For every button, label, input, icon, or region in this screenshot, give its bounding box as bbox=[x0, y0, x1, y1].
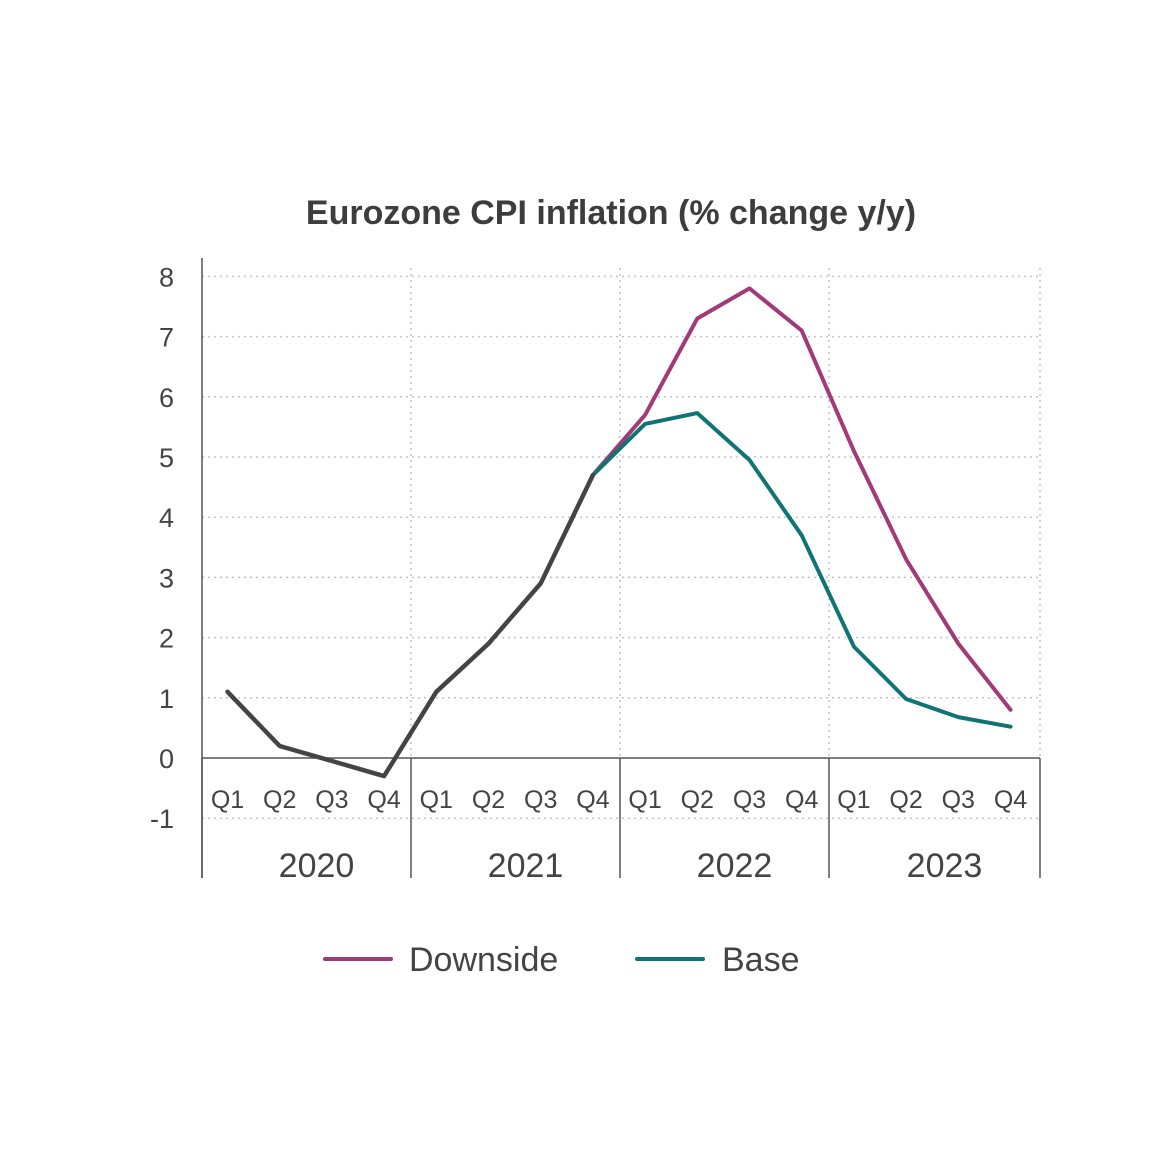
grid-lines bbox=[202, 268, 1041, 819]
y-tick-label: 2 bbox=[159, 624, 174, 654]
x-tick-label-quarter: Q2 bbox=[472, 786, 505, 814]
x-tick-label-quarter: Q4 bbox=[785, 786, 818, 814]
x-tick-label-year: 2022 bbox=[697, 847, 773, 885]
y-tick-labels: 8 7 6 5 4 3 2 1 0 -1 bbox=[150, 262, 174, 834]
y-tick-label: 6 bbox=[159, 383, 174, 413]
series-line-base bbox=[590, 411, 1013, 729]
x-tick-label-quarter: Q4 bbox=[367, 786, 400, 814]
series-line-downside bbox=[590, 286, 1013, 712]
x-tick-label-quarter: Q3 bbox=[942, 786, 975, 814]
x-tick-label-year: 2020 bbox=[279, 847, 355, 885]
chart-title: Eurozone CPI inflation (% change y/y) bbox=[306, 194, 916, 232]
legend-label-downside: Downside bbox=[409, 941, 558, 979]
x-tick-label-year: 2021 bbox=[488, 847, 564, 885]
series-lines bbox=[225, 286, 1013, 779]
y-tick-label: 7 bbox=[159, 323, 174, 353]
y-tick-label: 1 bbox=[159, 684, 174, 714]
y-tick-label: -1 bbox=[150, 804, 174, 834]
y-tick-label: 4 bbox=[159, 503, 174, 533]
x-tick-label-quarter: Q1 bbox=[837, 786, 870, 814]
x-tick-label-quarter: Q1 bbox=[420, 786, 453, 814]
x-tick-label-quarter: Q2 bbox=[889, 786, 922, 814]
x-tick-label-quarter: Q3 bbox=[524, 786, 557, 814]
x-tick-label-quarter: Q2 bbox=[681, 786, 714, 814]
x-tick-label-quarter: Q4 bbox=[994, 786, 1027, 814]
axes bbox=[201, 258, 1041, 878]
x-tick-label-quarter: Q4 bbox=[576, 786, 609, 814]
legend: Downside Base bbox=[323, 941, 800, 979]
x-tick-label-quarter: Q3 bbox=[315, 786, 348, 814]
y-tick-label: 3 bbox=[159, 563, 174, 593]
legend-label-base: Base bbox=[722, 941, 800, 979]
y-tick-label: 5 bbox=[159, 443, 174, 473]
x-tick-labels: Q1 Q2 Q3 Q4 2020 Q1 Q2 Q3 Q4 2021 Q1 Q2 Q3 Q4 2022 Q1 Q2… bbox=[211, 786, 1027, 885]
x-tick-label-quarter: Q3 bbox=[733, 786, 766, 814]
y-tick-label: 0 bbox=[159, 744, 174, 774]
x-tick-label-quarter: Q1 bbox=[628, 786, 661, 814]
x-tick-label-quarter: Q1 bbox=[211, 786, 244, 814]
x-tick-label-quarter: Q2 bbox=[263, 786, 296, 814]
y-tick-label: 8 bbox=[159, 262, 174, 292]
x-tick-label-year: 2023 bbox=[907, 847, 983, 885]
series-line-history bbox=[225, 472, 596, 779]
